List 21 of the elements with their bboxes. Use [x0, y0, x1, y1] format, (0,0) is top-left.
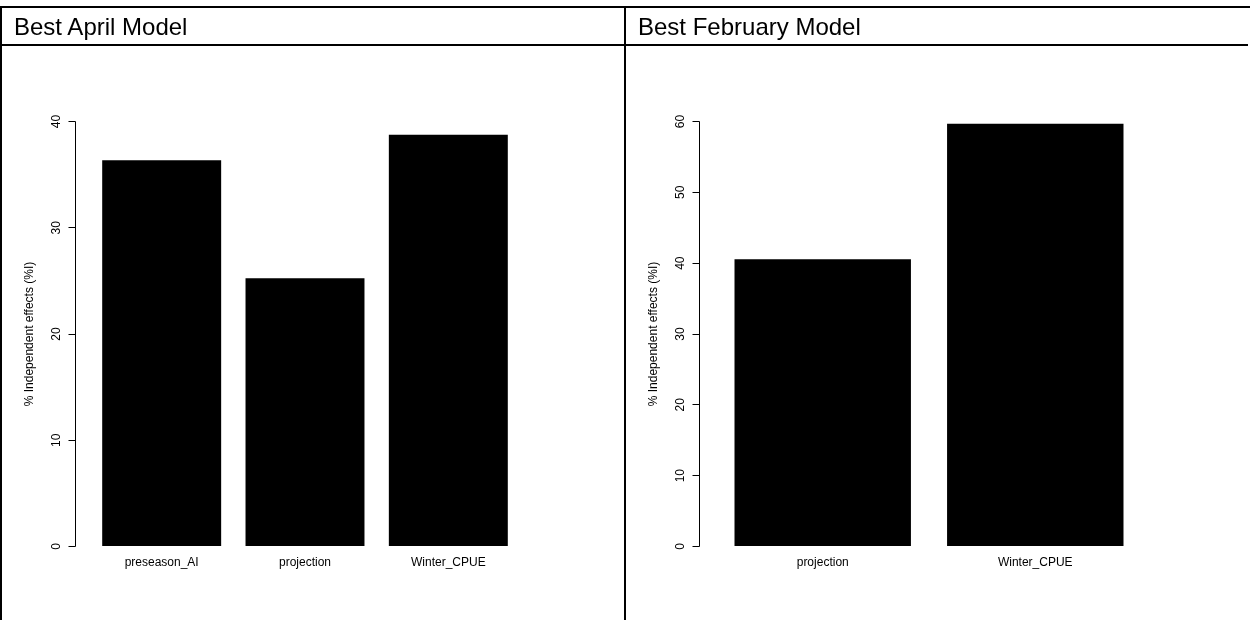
y-tick-label: 50	[672, 185, 687, 200]
y-tick-label: 20	[48, 327, 63, 341]
y-tick-label: 60	[672, 114, 687, 129]
y-tick-label: 30	[672, 327, 687, 341]
x-tick-label: Winter_CPUE	[410, 554, 486, 569]
y-tick-label: 20	[672, 397, 687, 412]
y-tick-label: 30	[48, 220, 63, 235]
y-tick-label: 10	[48, 433, 63, 447]
x-tick-label: projection	[278, 554, 332, 569]
y-tick-label: 10	[672, 468, 687, 483]
chart-title: Best February Model	[626, 8, 1248, 46]
y-tick-label: 40	[48, 114, 63, 129]
y-tick-label: 0	[672, 542, 687, 550]
y-axis-title: % Independent effects (%I)	[21, 261, 36, 407]
y-tick-label: 0	[48, 542, 63, 550]
chart-title: Best April Model	[2, 8, 624, 46]
x-tick-label: Winter_CPUE	[997, 554, 1073, 569]
y-axis-title: % Independent effects (%I)	[645, 261, 660, 407]
x-tick-label: projection	[796, 554, 849, 569]
y-tick-label: 40	[672, 256, 687, 270]
x-tick-label: preseason_AI	[124, 554, 199, 569]
